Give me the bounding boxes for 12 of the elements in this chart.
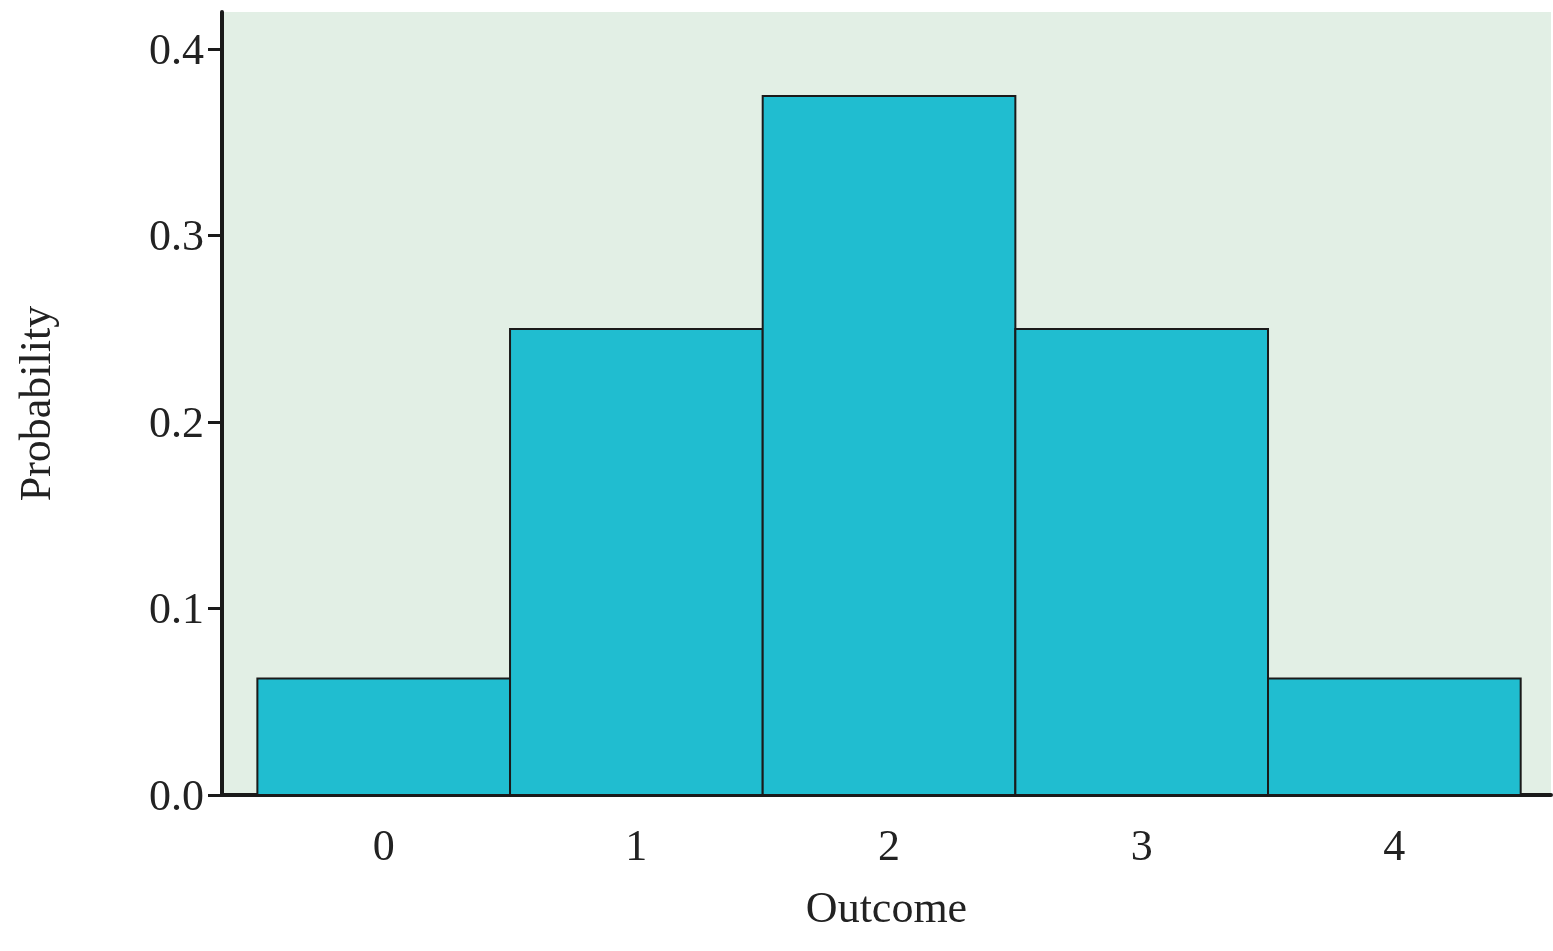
x-axis-title: Outcome — [805, 882, 968, 932]
x-tick-label: 4 — [1383, 820, 1406, 870]
y-tick-label: 0.0 — [149, 770, 204, 820]
x-tick-label: 1 — [625, 820, 648, 870]
y-axis-title: Probability — [10, 305, 60, 502]
y-tick-label: 0.1 — [149, 584, 204, 634]
y-tick-label: 0.4 — [149, 24, 204, 74]
x-tick-label: 0 — [372, 820, 395, 870]
y-tick-label: 0.3 — [149, 211, 204, 261]
x-tick-label: 3 — [1130, 820, 1153, 870]
y-tick-label: 0.2 — [149, 397, 204, 447]
x-tick-label: 2 — [878, 820, 901, 870]
